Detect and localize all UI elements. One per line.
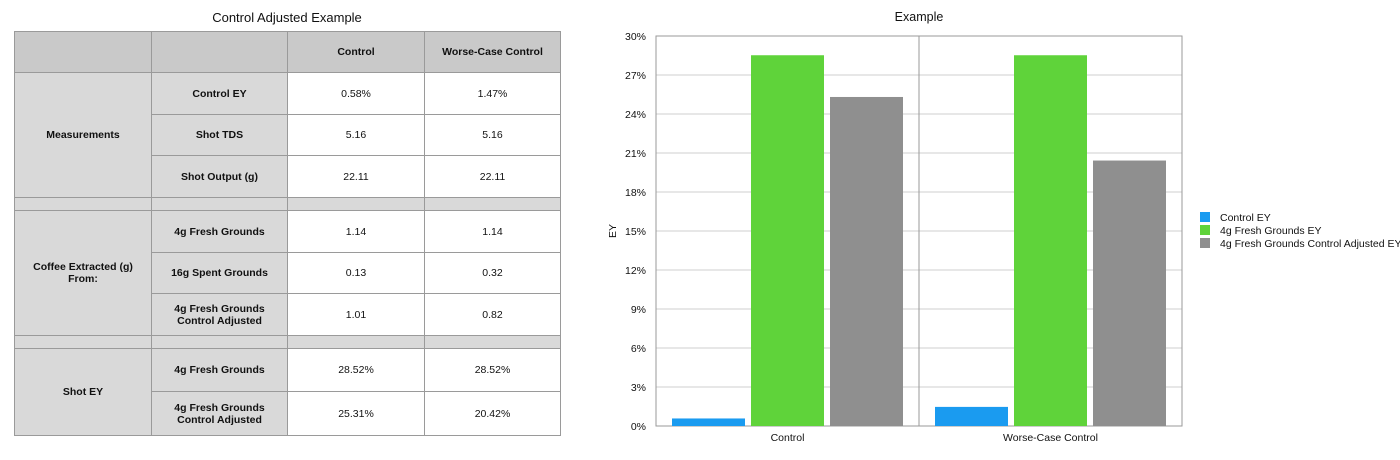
- bar: [830, 96, 903, 426]
- header-cell-metric: [151, 31, 288, 73]
- spacer-cell: [287, 197, 425, 211]
- y-tick-label: 15%: [625, 226, 646, 238]
- data-table: Control Worse-Case Control Measurements …: [14, 31, 561, 436]
- y-tick-label: 21%: [625, 148, 646, 160]
- spacer-cell: [151, 197, 288, 211]
- spacer-cell: [424, 197, 561, 211]
- y-tick-label: 12%: [625, 265, 646, 277]
- y-tick-label: 0%: [631, 421, 646, 433]
- y-tick-label: 18%: [625, 187, 646, 199]
- spacer-cell: [287, 335, 425, 349]
- y-tick-label: 30%: [625, 31, 646, 43]
- group-label-measurements: Measurements: [14, 72, 152, 198]
- header-cell-worse-case: Worse-Case Control: [424, 31, 561, 73]
- cell-control: 0.13: [287, 252, 425, 294]
- cell-control: 22.11: [287, 155, 425, 198]
- y-tick-label: 6%: [631, 343, 646, 355]
- row-label: 4g Fresh Grounds: [151, 348, 288, 392]
- y-tick-label: 9%: [631, 304, 646, 316]
- row-label: Shot TDS: [151, 114, 288, 156]
- cell-worse: 5.16: [424, 114, 561, 156]
- bar: [672, 418, 745, 426]
- cell-worse: 0.82: [424, 293, 561, 336]
- cell-control: 1.01: [287, 293, 425, 336]
- row-label: 16g Spent Grounds: [151, 252, 288, 294]
- legend-label: 4g Fresh Grounds Control Adjusted EY: [1220, 238, 1400, 250]
- row-label: 4g Fresh Grounds Control Adjusted: [151, 391, 288, 436]
- bar: [751, 55, 824, 427]
- legend-swatch: [1200, 238, 1210, 248]
- spacer-cell: [14, 335, 152, 349]
- cell-control: 0.58%: [287, 72, 425, 115]
- row-label: Control EY: [151, 72, 288, 115]
- cell-worse: 1.47%: [424, 72, 561, 115]
- legend-swatch: [1200, 212, 1210, 222]
- row-label: 4g Fresh Grounds Control Adjusted: [151, 293, 288, 336]
- y-tick-label: 27%: [625, 70, 646, 82]
- spacer-cell: [151, 335, 288, 349]
- cell-worse: 28.52%: [424, 348, 561, 392]
- chart-container: Example 0% 3% 6% 9% 12% 15% 18% 21% 24% 27% 30% Cont…: [600, 0, 1400, 455]
- legend-label: Control EY: [1220, 212, 1271, 224]
- cell-control: 1.14: [287, 210, 425, 253]
- cell-worse: 22.11: [424, 155, 561, 198]
- cell-control: 5.16: [287, 114, 425, 156]
- header-cell-control: Control: [287, 31, 425, 73]
- row-label: 4g Fresh Grounds: [151, 210, 288, 253]
- cell-control: 25.31%: [287, 391, 425, 436]
- group-label-shot-ey: Shot EY: [14, 348, 152, 436]
- cell-control: 28.52%: [287, 348, 425, 392]
- y-tick-label: 3%: [631, 382, 646, 394]
- row-label: Shot Output (g): [151, 155, 288, 198]
- spacer-cell: [424, 335, 561, 349]
- bar: [1093, 160, 1166, 427]
- bar: [935, 406, 1008, 426]
- cell-worse: 0.32: [424, 252, 561, 294]
- legend-swatch: [1200, 225, 1210, 235]
- x-tick-label: Worse-Case Control: [1003, 432, 1098, 444]
- x-tick-label: Control: [771, 432, 805, 444]
- bar-chart: Example 0% 3% 6% 9% 12% 15% 18% 21% 24% 27% 30% Cont…: [607, 10, 1400, 444]
- cell-worse: 1.14: [424, 210, 561, 253]
- chart-title: Example: [895, 10, 944, 24]
- bar: [1014, 55, 1087, 427]
- legend-label: 4g Fresh Grounds EY: [1220, 225, 1322, 237]
- header-cell-group: [14, 31, 152, 73]
- spacer-cell: [14, 197, 152, 211]
- cell-worse: 20.42%: [424, 391, 561, 436]
- table-title: Control Adjusted Example: [212, 10, 362, 25]
- group-label-coffee-extracted: Coffee Extracted (g) From:: [14, 210, 152, 336]
- y-tick-label: 24%: [625, 109, 646, 121]
- y-axis-label: EY: [607, 224, 619, 238]
